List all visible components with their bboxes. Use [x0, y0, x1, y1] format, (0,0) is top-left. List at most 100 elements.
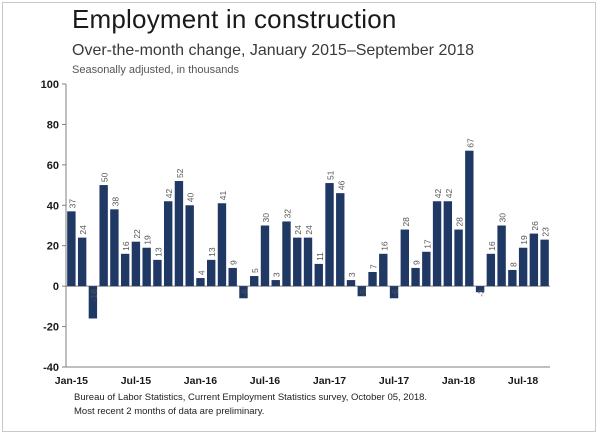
y-tick-label: 0 [53, 281, 59, 293]
y-tick-label: 80 [47, 119, 59, 131]
preliminary-note: Most recent 2 months of data are prelimi… [74, 406, 265, 417]
bar-Feb-18 [465, 150, 474, 287]
bar-Sep-18 [540, 239, 549, 287]
chart-frame [2, 2, 596, 432]
x-tick-label: Jan-16 [184, 375, 217, 387]
data-label-Oct-17: 17 [422, 239, 432, 249]
data-label-Apr-17: -5 [358, 289, 368, 297]
units-note: Seasonally adjusted, in thousands [72, 64, 239, 76]
data-label-May-18: 30 [498, 213, 508, 223]
data-label-Dec-15: 40 [186, 193, 196, 203]
x-tick-label: Jan-18 [442, 375, 475, 387]
bar-Mar-16 [217, 203, 227, 287]
y-tick-label: 60 [47, 160, 59, 172]
bar-May-15 [110, 209, 119, 287]
bar-Nov-16 [303, 237, 313, 287]
bar-Dec-15 [185, 205, 194, 287]
data-label-Sep-16: 32 [282, 209, 292, 219]
y-tick-label: 40 [47, 200, 59, 212]
data-label-Oct-15: 42 [164, 189, 174, 199]
source-note: Bureau of Labor Statistics, Current Empl… [74, 392, 428, 403]
bar-Jan-18 [454, 229, 463, 287]
data-label-Aug-15: 19 [143, 235, 153, 245]
bar-Jul-18 [518, 247, 528, 287]
x-tick-label: Jul-18 [508, 375, 539, 387]
bar-Mar-15 [88, 286, 98, 319]
bar-Jun-16 [250, 276, 259, 287]
bar-Aug-16 [271, 280, 280, 287]
bar-Jul-15 [131, 241, 141, 287]
data-label-Aug-16: 3 [272, 272, 282, 277]
bar-Aug-17 [400, 229, 409, 287]
bar-Apr-18 [486, 253, 496, 287]
data-label-Aug-17: 28 [401, 217, 411, 227]
data-label-Feb-16: 13 [207, 247, 217, 257]
data-label-Jan-17: 51 [326, 170, 336, 180]
data-label-Jul-16: 30 [261, 213, 271, 223]
bar-Jul-17 [389, 286, 399, 299]
x-tick-label: Jul-16 [250, 375, 281, 387]
data-label-Dec-17: 42 [444, 189, 454, 199]
bar-Sep-15 [153, 259, 162, 287]
y-tick-label: 100 [41, 79, 59, 91]
data-label-Aug-18: 26 [530, 221, 540, 231]
bar-Oct-15 [163, 201, 173, 287]
bar-Dec-17 [443, 201, 453, 287]
data-label-Feb-17: 46 [336, 180, 346, 190]
data-label-Sep-18: 23 [541, 227, 551, 237]
data-label-Jan-16: 4 [196, 270, 206, 275]
bar-Jun-17 [379, 253, 388, 287]
data-label-Mar-17: 3 [347, 272, 357, 277]
data-label-May-16: -6 [239, 289, 249, 297]
data-label-Nov-17: 42 [433, 189, 443, 199]
bar-May-17 [368, 271, 377, 287]
data-label-Mar-16: 41 [218, 191, 228, 201]
bar-May-16 [239, 286, 248, 299]
x-tick-label: Jul-17 [379, 375, 410, 387]
data-label-Dec-16: 11 [315, 252, 325, 261]
data-label-Sep-17: 9 [412, 260, 422, 265]
bar-Oct-16 [293, 237, 302, 287]
data-label-Jun-18: 8 [508, 262, 518, 267]
data-label-Feb-15: 24 [78, 225, 88, 235]
y-tick-label: -20 [43, 322, 59, 334]
x-tick-label: Jan-15 [55, 375, 88, 387]
bar-Aug-18 [529, 233, 539, 287]
bar-Jun-15 [120, 253, 130, 287]
data-label-May-15: 38 [110, 197, 120, 207]
data-label-Apr-18: 16 [487, 241, 497, 251]
data-label-May-17: 7 [369, 264, 379, 269]
bar-Apr-16 [228, 267, 237, 287]
bar-Sep-16 [282, 221, 291, 287]
bar-Sep-17 [411, 267, 420, 287]
data-label-Jul-15: 22 [132, 229, 142, 239]
bar-Jan-16 [196, 278, 205, 287]
data-label-Jun-16: 5 [250, 268, 260, 273]
bar-Feb-17 [336, 193, 345, 287]
x-tick-label: Jan-17 [313, 375, 346, 387]
y-tick-label: -40 [43, 362, 59, 374]
bar-Mar-17 [346, 280, 356, 287]
data-label-Sep-15: 13 [153, 247, 163, 257]
data-label-Jan-18: 28 [455, 217, 465, 227]
data-label-Jun-17: 16 [379, 241, 389, 251]
data-label-Mar-18: -3 [476, 289, 486, 297]
bar-Nov-15 [174, 181, 184, 287]
x-tick-label: Jul-15 [121, 375, 152, 387]
data-label-Mar-15: -16 [89, 289, 99, 302]
bar-Apr-17 [357, 286, 366, 297]
data-label-Jul-17: -6 [390, 289, 400, 297]
bar-Oct-17 [422, 251, 431, 287]
bar-Jun-18 [508, 269, 517, 287]
bar-Aug-15 [142, 247, 151, 287]
bar-Jan-15 [67, 211, 76, 287]
bar-Feb-15 [77, 237, 87, 287]
data-label-Feb-18: 67 [465, 138, 475, 148]
data-label-Jul-18: 19 [519, 235, 529, 245]
bar-Jan-17 [325, 183, 334, 287]
data-label-Apr-15: 50 [100, 172, 110, 182]
data-label-Jun-15: 16 [121, 241, 131, 251]
y-tick-label: 20 [47, 241, 59, 253]
data-label-Nov-15: 52 [175, 168, 185, 178]
